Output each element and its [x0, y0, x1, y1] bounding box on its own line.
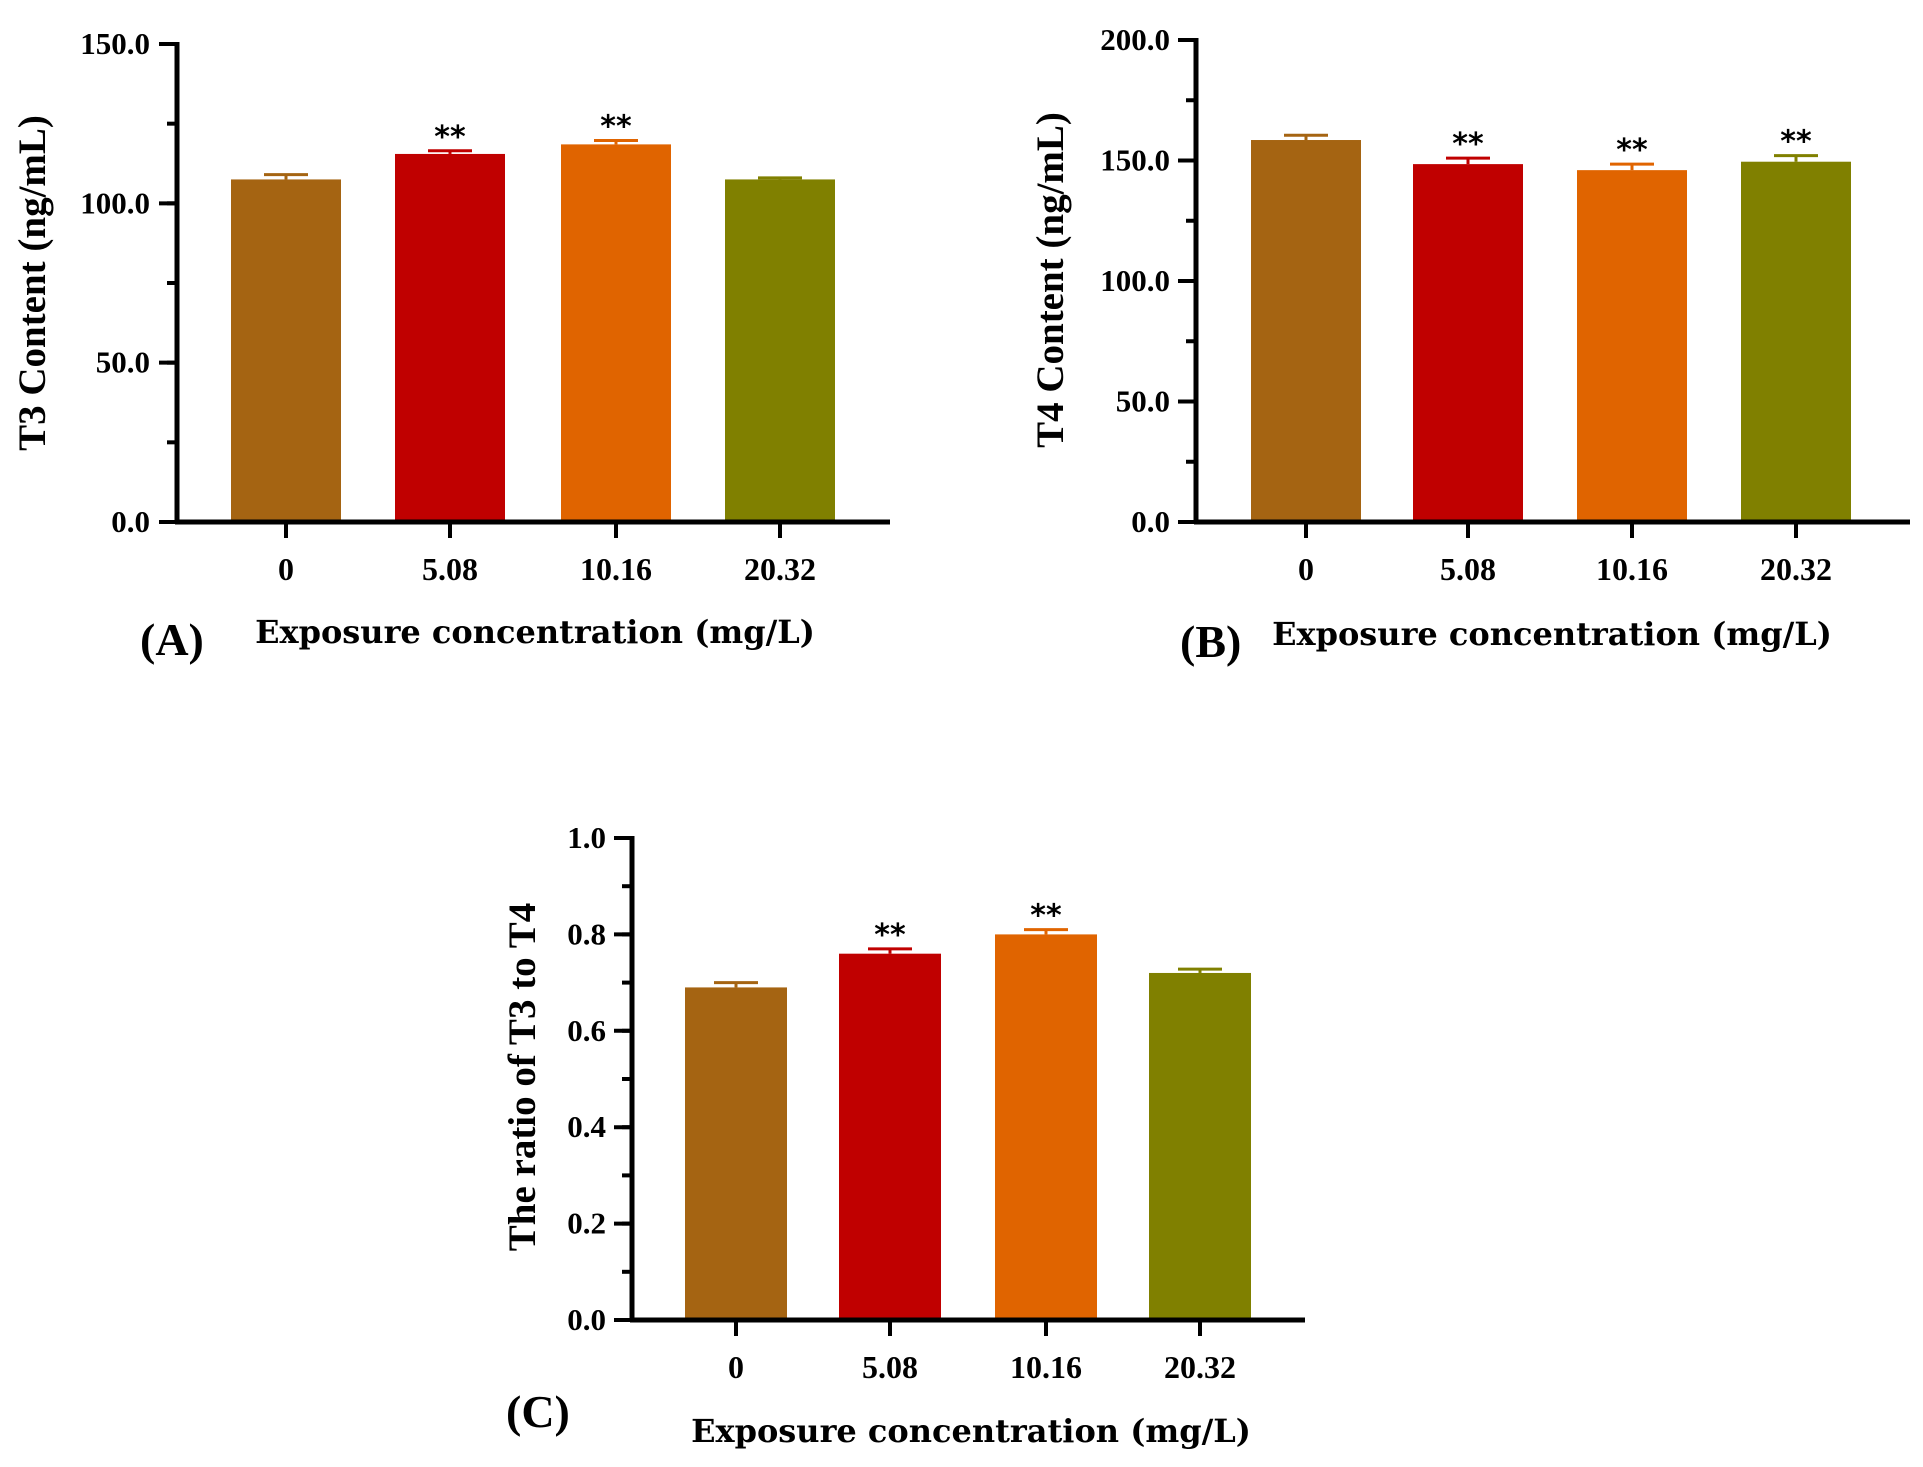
panel-letter: (A) — [140, 614, 204, 665]
bar-5.08 — [839, 953, 941, 1320]
y-tick-label: 50.0 — [1116, 384, 1170, 419]
bar-5.08 — [395, 153, 505, 522]
x-tick-label: 0 — [1298, 551, 1314, 587]
bar-0 — [231, 179, 341, 522]
panel-letter: (B) — [1180, 616, 1241, 667]
bar-20.32 — [1741, 161, 1851, 522]
significance-marker-20.32: ** — [1780, 125, 1812, 160]
x-tick-label: 0 — [278, 551, 294, 587]
y-axis-title: T4 Content (ng/mL) — [1029, 112, 1072, 448]
panel-b-t4-chart: ** ** ** 0.0 50.0 100.0 150.0 200.0 0 5.08 10.16 20… — [1029, 22, 1910, 667]
significance-marker-10.16: ** — [600, 110, 632, 145]
y-tick-label: 0.0 — [567, 1302, 606, 1337]
significance-marker-10.16: ** — [1030, 899, 1062, 934]
y-tick-label: 0.0 — [1131, 504, 1170, 539]
panel-a-t3-chart: ** ** 0.0 50.0 100.0 150.0 0 5.08 10.16 20.32 Expo… — [11, 26, 890, 665]
bar-10.16 — [1577, 170, 1687, 522]
significance-marker-5.08: ** — [874, 918, 906, 953]
y-tick-label: 0.8 — [567, 916, 606, 951]
y-tick-label: 1.0 — [567, 820, 606, 855]
bar-20.32 — [1149, 972, 1251, 1320]
x-tick-label: 10.16 — [1010, 1349, 1082, 1385]
y-tick-label: 50.0 — [96, 345, 150, 380]
y-tick-label: 100.0 — [1100, 263, 1170, 298]
y-tick-label: 150.0 — [80, 26, 150, 61]
significance-marker-5.08: ** — [1452, 127, 1484, 162]
significance-marker-5.08: ** — [434, 120, 466, 155]
bar-0 — [1251, 140, 1361, 522]
x-tick-label: 20.32 — [1760, 551, 1832, 587]
significance-marker-10.16: ** — [1616, 133, 1648, 168]
y-tick-label: 100.0 — [80, 185, 150, 220]
y-tick-label: 0.4 — [567, 1109, 606, 1144]
x-tick-label: 20.32 — [1164, 1349, 1236, 1385]
x-tick-label: 5.08 — [862, 1349, 918, 1385]
bar-10.16 — [995, 934, 1097, 1320]
bar-20.32 — [725, 179, 835, 522]
y-axis-title: The ratio of T3 to T4 — [501, 903, 544, 1252]
x-tick-label: 20.32 — [744, 551, 816, 587]
y-tick-label: 200.0 — [1100, 22, 1170, 57]
bar-10.16 — [561, 144, 671, 522]
x-tick-label: 0 — [728, 1349, 744, 1385]
y-tick-label: 150.0 — [1100, 143, 1170, 178]
x-axis-title: Exposure concentration (mg/L) — [691, 1412, 1251, 1450]
y-tick-label: 0.0 — [111, 504, 150, 539]
panel-c-ratio-chart: ** ** 0.0 0.2 0.4 0.6 0.8 1.0 0 5.08 10.16 20.32 Exp… — [501, 820, 1305, 1450]
y-axis-title: T3 Content (ng/mL) — [11, 115, 54, 451]
x-tick-label: 5.08 — [1440, 551, 1496, 587]
y-tick-label: 0.2 — [567, 1206, 606, 1241]
panel-letter: (C) — [506, 1386, 570, 1437]
y-tick-label: 0.6 — [567, 1013, 606, 1048]
x-axis-title: Exposure concentration (mg/L) — [1272, 615, 1832, 653]
x-axis-title: Exposure concentration (mg/L) — [255, 613, 815, 651]
bar-5.08 — [1413, 164, 1523, 523]
x-tick-label: 10.16 — [580, 551, 652, 587]
x-tick-label: 5.08 — [422, 551, 478, 587]
bar-0 — [685, 987, 787, 1320]
x-tick-label: 10.16 — [1596, 551, 1668, 587]
